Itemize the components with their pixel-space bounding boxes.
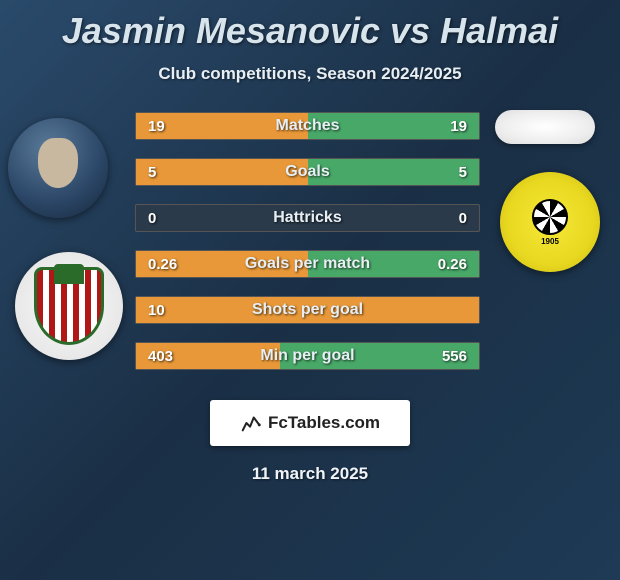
stat-bars-container: Matches1919 Goals55 Hattricks0 0 Goals per m…: [135, 112, 480, 388]
stat-value-left: 0: [148, 205, 156, 231]
comparison-title: Jasmin Mesanovic vs Halmai: [0, 0, 620, 52]
stat-bar-left: [136, 113, 308, 139]
football-icon: [532, 199, 568, 235]
brand-badge[interactable]: FcTables.com: [210, 400, 410, 446]
stat-bar-left: [136, 343, 280, 369]
stat-row: Hattricks0 0: [135, 204, 480, 232]
brand-text: FcTables.com: [268, 413, 380, 433]
stat-bar-right: [308, 251, 480, 277]
comparison-panel: 1905 Matches1919 Goals55 Hattricks0 0 Goals …: [0, 112, 620, 382]
stat-bar-right: [280, 343, 479, 369]
stat-bar-left: [136, 297, 479, 323]
snapshot-date: 11 march 2025: [0, 464, 620, 484]
player-right-avatar: [495, 110, 595, 144]
stat-bar-left: [136, 159, 308, 185]
stat-bar-right: [308, 113, 480, 139]
stat-row: Shots per goal10: [135, 296, 480, 324]
comparison-subtitle: Club competitions, Season 2024/2025: [0, 64, 620, 84]
fctables-logo-icon: [240, 412, 262, 434]
stat-bar-left: [136, 251, 308, 277]
club-left-shield-icon: [34, 267, 104, 345]
stat-label: Hattricks: [136, 205, 479, 231]
club-right-year: 1905: [541, 237, 559, 246]
player-right-club-badge: 1905: [500, 172, 600, 272]
stat-row: Goals55: [135, 158, 480, 186]
stat-row: Min per goal403556: [135, 342, 480, 370]
stat-bar-right: [308, 159, 480, 185]
stat-value-right: 0: [459, 205, 467, 231]
stat-row: Matches1919: [135, 112, 480, 140]
player-left-club-badge: [15, 252, 123, 360]
player-left-avatar: [8, 118, 108, 218]
stat-row: Goals per match0.260.26: [135, 250, 480, 278]
